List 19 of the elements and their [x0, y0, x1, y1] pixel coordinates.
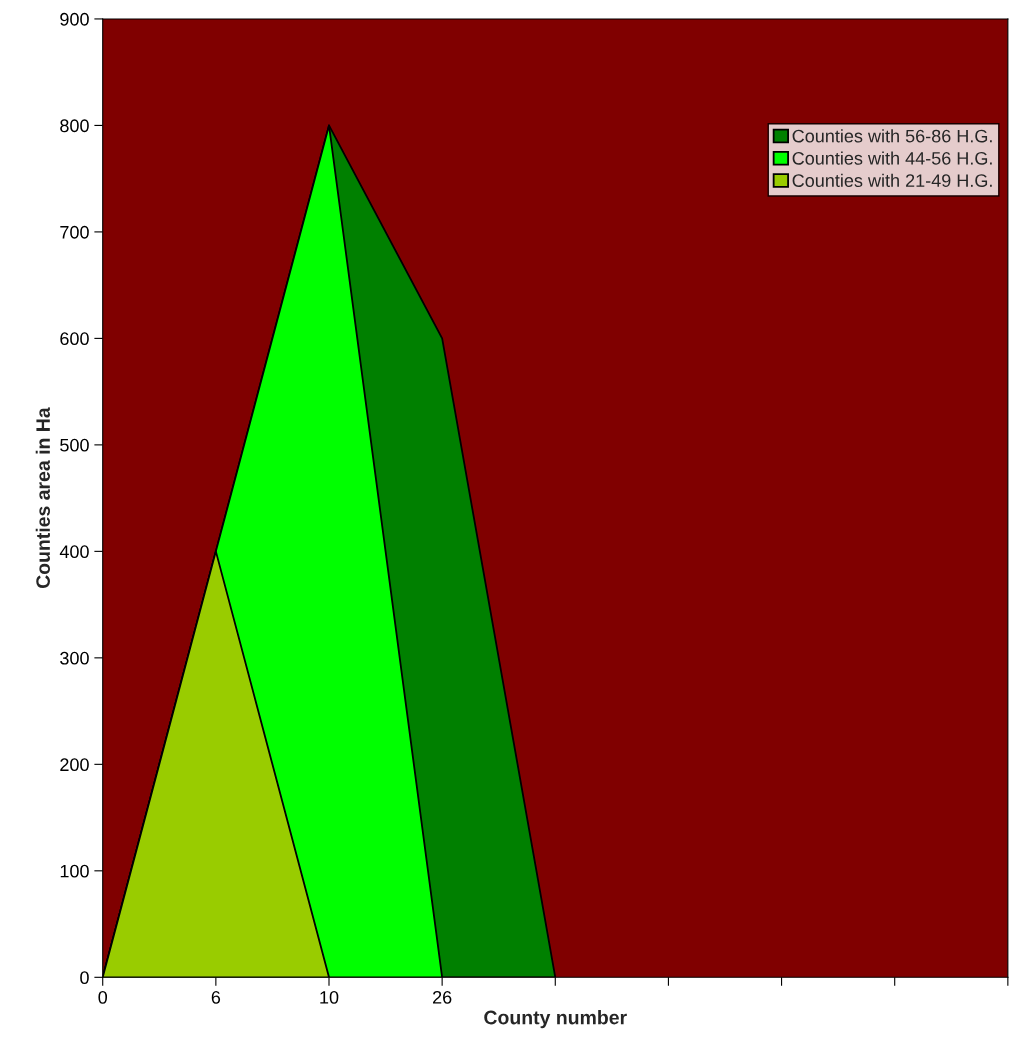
- x-tick-label: 0: [98, 990, 108, 1004]
- x-tick-label: 6: [211, 990, 221, 1004]
- x-axis-title: County number: [484, 1010, 627, 1029]
- y-tick-label: 200: [60, 758, 89, 772]
- y-tick-label: 800: [60, 119, 89, 133]
- y-tick-label: 700: [60, 225, 89, 239]
- y-tick-label: 0: [80, 971, 89, 985]
- legend-label: Counties with 21-49 H.G.: [792, 173, 992, 187]
- y-tick-label: 600: [60, 332, 89, 346]
- legend-label: Counties with 44-56 H.G.: [792, 151, 992, 165]
- y-tick-label: 100: [60, 864, 89, 878]
- x-tick-label: 10: [320, 990, 339, 1004]
- y-tick-label: 400: [59, 545, 89, 559]
- y-tick-label: 300: [60, 651, 89, 665]
- x-tick-label: 26: [433, 990, 452, 1004]
- y-axis-title: Counties area in Ha: [35, 407, 50, 589]
- legend-label: Counties with 56-86 H.G.: [792, 129, 992, 143]
- y-tick-label: 500: [60, 438, 89, 452]
- y-tick-label: 900: [60, 12, 89, 26]
